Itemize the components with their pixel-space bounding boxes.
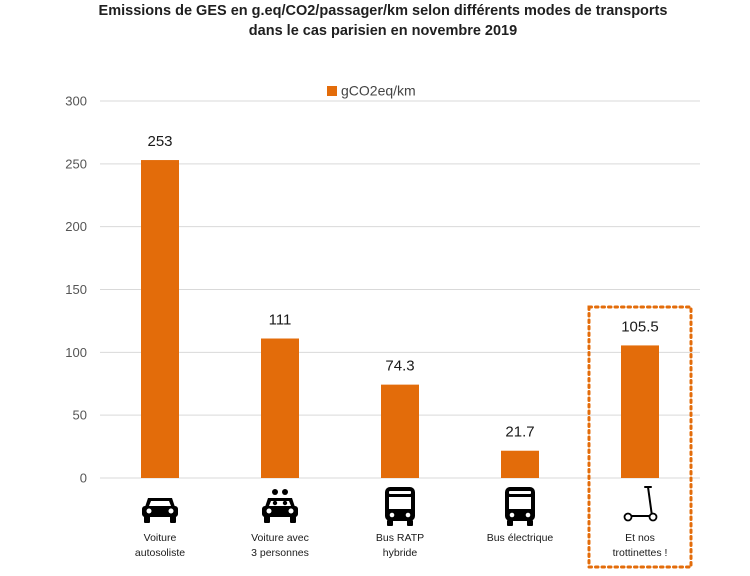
carpool-car-icon	[262, 489, 298, 523]
electric-bus-icon	[505, 487, 535, 526]
data-label: 74.3	[385, 358, 414, 375]
x-category-label: hybride	[383, 547, 418, 559]
y-tick-label: 100	[65, 345, 87, 360]
x-category-label: Voiture avec	[251, 532, 309, 544]
car-icon	[142, 498, 178, 523]
bar	[501, 450, 539, 478]
x-category-label: Bus électrique	[487, 532, 554, 544]
legend-label: gCO2eq/km	[341, 83, 416, 99]
chart-title-line: Emissions de GES en g.eq/CO2/passager/km…	[99, 3, 668, 19]
chart-title-line: dans le cas parisien en novembre 2019	[249, 23, 517, 39]
y-tick-label: 250	[65, 156, 87, 171]
data-label: 253	[147, 133, 172, 150]
y-tick-label: 150	[65, 282, 87, 297]
scooter-icon	[623, 486, 658, 522]
data-label: 105.5	[621, 318, 659, 335]
bar	[141, 160, 179, 478]
x-category-label: Et nos	[625, 532, 655, 544]
data-label: 111	[269, 312, 292, 329]
x-category-label: Voiture	[144, 532, 177, 544]
highlight-box	[587, 305, 693, 569]
x-category-label: trottinettes !	[613, 547, 668, 559]
y-tick-label: 300	[65, 94, 87, 109]
y-tick-label: 50	[73, 408, 87, 423]
legend-swatch	[327, 86, 337, 96]
y-tick-label: 200	[65, 219, 87, 234]
bar	[621, 345, 659, 478]
bus-icon	[385, 487, 415, 526]
bar	[261, 338, 299, 478]
data-label: 21.7	[505, 424, 534, 441]
x-category-label: autosoliste	[135, 547, 185, 559]
x-category-label: Bus RATP	[376, 532, 424, 544]
x-category-label: 3 personnes	[251, 547, 309, 559]
y-tick-label: 0	[80, 471, 87, 486]
bar	[381, 384, 419, 478]
